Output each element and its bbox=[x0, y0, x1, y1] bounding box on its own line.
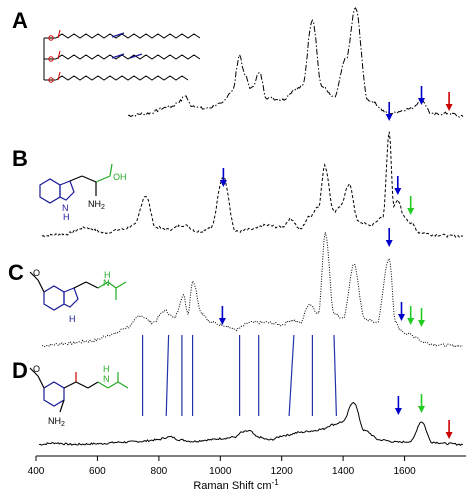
x-tick-label: 800 bbox=[151, 466, 168, 477]
peak-arrow-c bbox=[385, 228, 393, 247]
x-tick-label: 1600 bbox=[393, 466, 416, 477]
spectrum-line-b bbox=[42, 131, 464, 238]
panel-letter-c: C bbox=[8, 260, 24, 285]
peak-arrow-d bbox=[394, 396, 402, 415]
structure-b-h: H bbox=[63, 212, 70, 222]
correlation-line bbox=[165, 334, 170, 417]
peak-arrow-b bbox=[394, 176, 402, 195]
structure-b-nh2: NH2 bbox=[88, 199, 105, 211]
panel-letter-b: B bbox=[12, 146, 28, 171]
peak-arrow-b bbox=[385, 102, 393, 121]
spectrum-line-c bbox=[42, 232, 464, 348]
structure-c-nh-h: H bbox=[104, 270, 111, 280]
x-tick-label: 1200 bbox=[271, 466, 294, 477]
peak-arrow-b bbox=[407, 196, 415, 215]
structure-d-nh: N bbox=[103, 374, 110, 384]
triglyceride-structure bbox=[43, 29, 201, 83]
spectrum-line-d bbox=[39, 401, 464, 446]
panel-letter-a: A bbox=[12, 8, 28, 33]
kynurenine-amide-structure-d bbox=[29, 367, 129, 413]
peak-arrow-b bbox=[219, 168, 227, 187]
structure-c-o: O bbox=[33, 268, 40, 278]
peak-arrow-c bbox=[418, 308, 425, 327]
structure-c-nh: N bbox=[103, 278, 110, 288]
peak-arrow-c bbox=[407, 306, 415, 325]
spectra bbox=[39, 7, 464, 446]
x-axis-title: Raman Shift cm-1 bbox=[193, 478, 279, 492]
correlation-lines bbox=[142, 334, 337, 417]
correlation-line bbox=[333, 334, 337, 417]
x-tick-label: 600 bbox=[89, 466, 106, 477]
x-tick-label: 1400 bbox=[332, 466, 355, 477]
structure-d-nh2: NH2 bbox=[48, 416, 65, 428]
panel-letter-d: D bbox=[12, 358, 28, 383]
structure-b-oh: OH bbox=[113, 172, 127, 182]
x-tick-label: 1000 bbox=[209, 466, 232, 477]
peak-arrow-a bbox=[445, 92, 453, 111]
spectrum-line-a bbox=[128, 7, 464, 118]
structure-b-n: N bbox=[62, 203, 69, 213]
peak-arrow-c bbox=[218, 306, 226, 325]
peak-arrow-d bbox=[418, 394, 425, 413]
structure-c-h: H bbox=[69, 314, 76, 324]
x-axis: 400 600 800 1000 1200 1400 1600 bbox=[28, 455, 466, 477]
tryptophan-structure bbox=[39, 163, 113, 204]
structure-d-o: O bbox=[33, 364, 40, 374]
peak-arrow-a bbox=[418, 86, 425, 105]
correlation-line bbox=[288, 334, 295, 417]
peak-arrow-c bbox=[398, 302, 405, 321]
structure-d-nh-h: H bbox=[103, 364, 110, 374]
peak-arrows bbox=[218, 86, 453, 439]
x-tick-label: 400 bbox=[28, 466, 45, 477]
peak-arrow-d bbox=[445, 420, 453, 439]
indole-amide-structure-c bbox=[29, 271, 127, 311]
